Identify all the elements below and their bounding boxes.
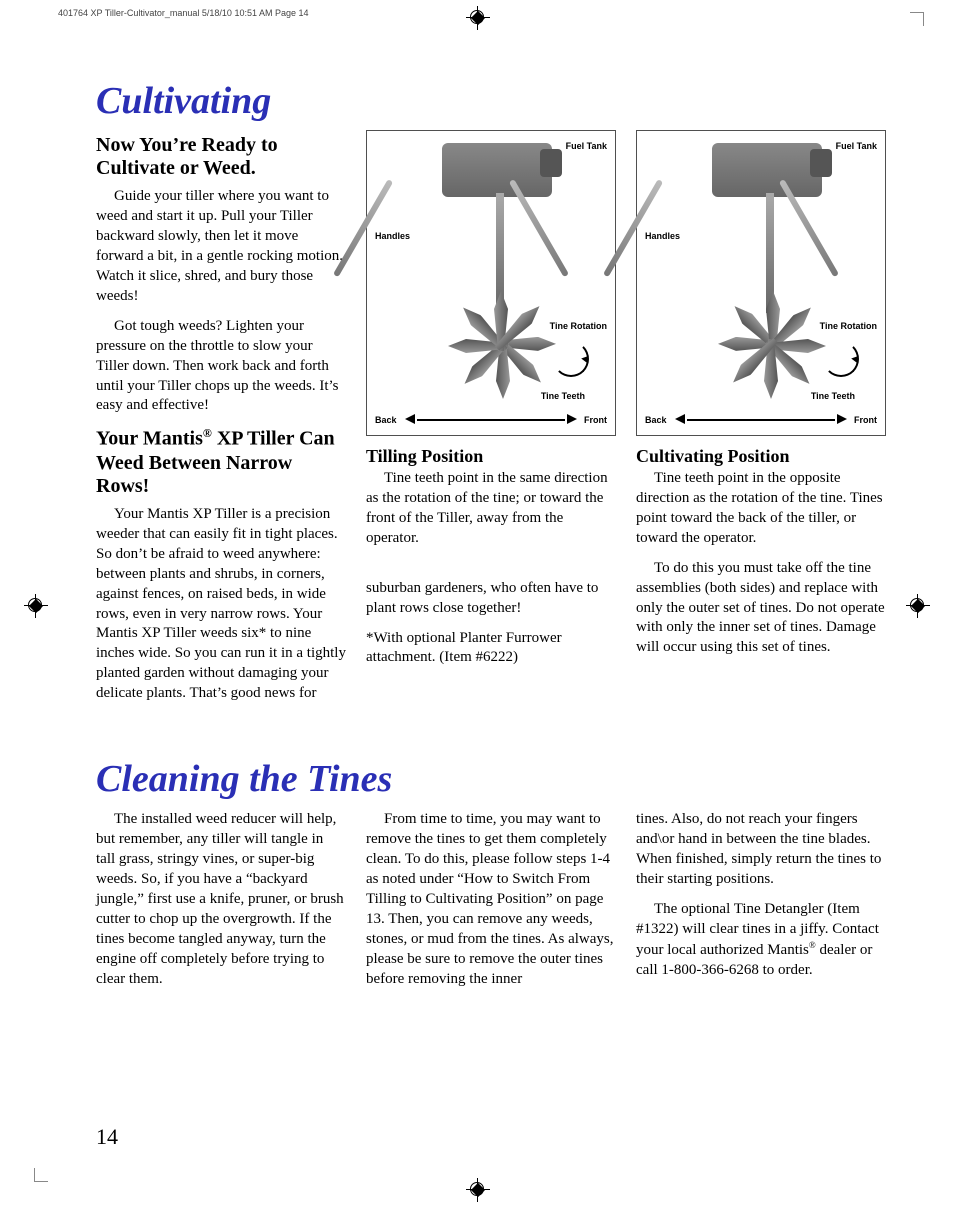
arrow-right-icon [567,414,577,424]
registration-mark-left [24,594,48,618]
arrow-right-icon [837,414,847,424]
page-content: Cultivating Now You’re Ready to Cultivat… [96,60,886,1000]
registered-mark: ® [809,940,816,950]
para: Tine teeth point in the opposite directi… [636,469,886,549]
para: From time to time, you may want to remov… [366,810,616,989]
rotation-arrow-icon [823,341,859,377]
heading-weed-narrow-rows: Your Mantis® XP Tiller Can Weed Between … [96,426,346,498]
arrow-left-icon [675,414,685,424]
section1-col3: Fuel Tank Handles Tine Rotation Tine Tee… [636,130,886,668]
page-number: 14 [96,1124,118,1150]
para: tines. Also, do not reach your fingers a… [636,810,886,890]
direction-arrow-row: Back Front [373,411,609,429]
para: Got tough weeds? Lighten your pressure o… [96,317,346,417]
label-back: Back [645,415,667,425]
label-fuel-tank: Fuel Tank [566,141,607,151]
section-title-cleaning: Cleaning the Tines [96,760,886,800]
tine-wheel-icon [712,297,832,393]
section1-col1: Now You’re Ready to Cultivate or Weed. G… [96,130,346,714]
registration-mark-top [466,6,490,30]
para: The optional Tine Detangler (Item #1322)… [636,900,886,981]
section1-columns: Now You’re Ready to Cultivate or Weed. G… [96,130,886,714]
heading-tilling-position: Tilling Position [366,446,616,467]
crop-mark-bl [34,1162,54,1182]
arrow-left-icon [405,414,415,424]
para: *With optional Planter Furrower attachme… [366,629,616,669]
tine-wheel-icon [442,297,562,393]
para: suburban gardeners, who often have to pl… [366,579,616,619]
section2-columns: The installed weed reducer will help, bu… [96,810,886,999]
para: Tine teeth point in the same direction a… [366,469,616,549]
rotation-arrow-icon [553,341,589,377]
registration-mark-right [906,594,930,618]
heading-ready-to-cultivate: Now You’re Ready to Cultivate or Weed. [96,134,346,181]
label-front: Front [854,415,877,425]
cultivating-position-diagram: Fuel Tank Handles Tine Rotation Tine Tee… [636,130,886,436]
section2-col2: From time to time, you may want to remov… [366,810,616,999]
tilling-position-diagram: Fuel Tank Handles Tine Rotation Tine Tee… [366,130,616,436]
para: To do this you must take off the tine as… [636,559,886,659]
print-header: 401764 XP Tiller-Cultivator_manual 5/18/… [58,8,309,18]
heading-cultivating-position: Cultivating Position [636,446,886,467]
text: Your Mantis [96,428,203,450]
tiller-illustration [412,141,562,401]
crop-mark-tr [904,12,924,32]
direction-arrow-row: Back Front [643,411,879,429]
tiller-illustration [682,141,832,401]
label-front: Front [584,415,607,425]
label-back: Back [375,415,397,425]
section1-col2: Fuel Tank Handles Tine Rotation Tine Tee… [366,130,616,679]
section-cleaning-tines: Cleaning the Tines The installed weed re… [96,760,886,999]
section2-col3: tines. Also, do not reach your fingers a… [636,810,886,991]
section2-col1: The installed weed reducer will help, bu… [96,810,346,999]
section-title-cultivating: Cultivating [96,82,886,122]
registered-mark: ® [203,426,212,440]
registration-mark-bottom [466,1178,490,1202]
para: Guide your tiller where you want to weed… [96,187,346,307]
label-fuel-tank: Fuel Tank [836,141,877,151]
para: Your Mantis XP Tiller is a precision wee… [96,505,346,704]
para: The installed weed reducer will help, bu… [96,810,346,989]
